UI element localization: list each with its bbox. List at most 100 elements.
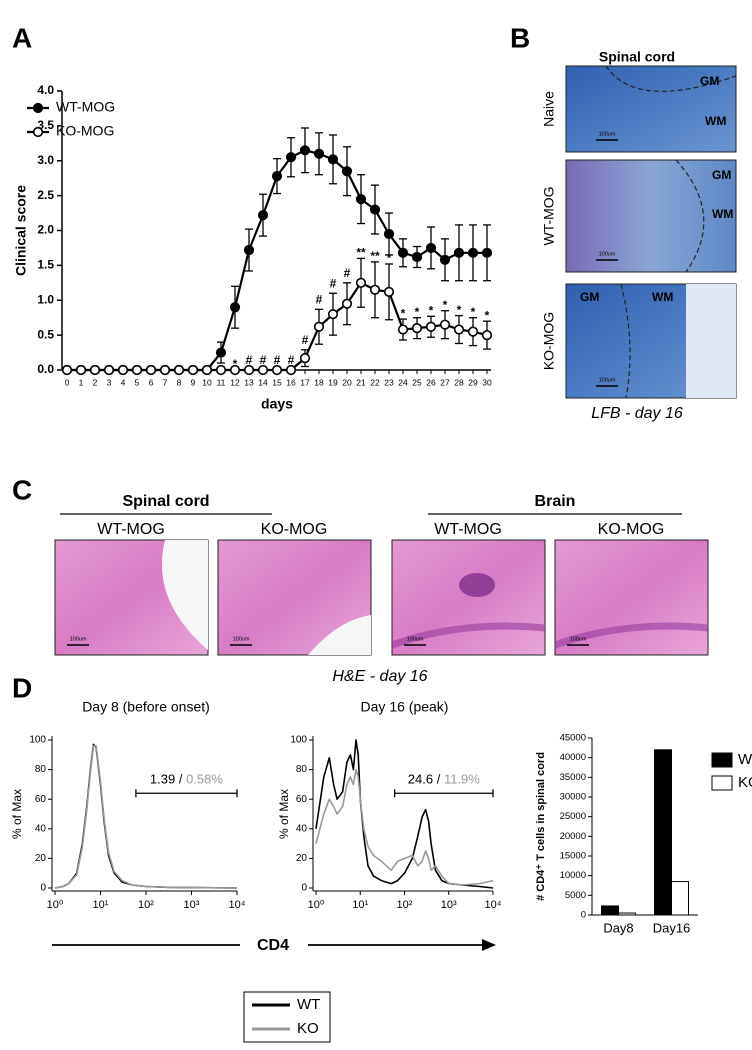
- x-tick-label: 0: [65, 377, 70, 387]
- x-tick-label: 16: [286, 377, 296, 387]
- significance-marker: #: [344, 266, 351, 280]
- significance-marker: #: [330, 276, 337, 290]
- legend-label: WT: [297, 996, 320, 1013]
- legend-label: KO: [738, 774, 752, 791]
- data-point: [341, 298, 353, 309]
- significance-marker: #: [246, 353, 253, 367]
- data-point: [341, 166, 353, 177]
- data-point: [173, 364, 185, 376]
- micrograph: [565, 65, 737, 153]
- histogram-curve: [54, 743, 238, 889]
- caption: H&E - day 16: [332, 668, 427, 685]
- x-tick-label: 29: [468, 377, 478, 387]
- y-tick-label: 0: [581, 910, 586, 921]
- data-point: [229, 302, 241, 313]
- data-point: [369, 204, 381, 215]
- significance-marker: *: [387, 251, 392, 265]
- gate-value: /: [175, 772, 186, 787]
- histogram-curve: [315, 739, 494, 889]
- data-point: [467, 326, 479, 337]
- region-label: WM: [652, 290, 673, 304]
- data-point: [145, 364, 157, 376]
- group-title: Spinal cord: [122, 493, 209, 510]
- x-tick-label: Day16: [653, 920, 691, 935]
- y-tick-label: 20000: [560, 831, 586, 842]
- data-point: [453, 324, 465, 335]
- data-point: [355, 277, 367, 288]
- x-tick-label: 9: [191, 377, 196, 387]
- legend-marker: [32, 126, 44, 138]
- panel-label: B: [510, 22, 530, 53]
- data-point: [271, 364, 283, 376]
- y-axis-title: % of Max: [277, 789, 291, 839]
- x-tick-label: 1: [79, 377, 84, 387]
- tissue-boundary: [675, 159, 705, 273]
- bar: [618, 912, 636, 916]
- x-tick-label: 19: [328, 377, 338, 387]
- x-tick-label: 10⁴: [485, 899, 502, 911]
- image-label: KO-MOG: [261, 521, 328, 538]
- x-tick-label: 8: [177, 377, 182, 387]
- region-label: WM: [705, 114, 726, 128]
- scale-label: 100um: [570, 636, 587, 642]
- y-tick-label: 2.0: [37, 223, 54, 237]
- y-tick-label: 40: [296, 823, 308, 834]
- tissue-edge: [308, 615, 371, 655]
- x-tick-label: 11: [217, 377, 226, 387]
- micrograph: [565, 159, 737, 273]
- y-tick-label: 25000: [560, 811, 586, 822]
- data-point: [355, 194, 367, 205]
- x-tick-label: 10¹: [352, 899, 368, 911]
- x-tick-label: 26: [426, 377, 436, 387]
- panel-label: A: [12, 22, 32, 53]
- gate-value: 11.9%: [444, 772, 480, 787]
- x-tick-label: 12: [230, 377, 240, 387]
- y-tick-label: 10000: [560, 870, 586, 881]
- data-point: [383, 228, 395, 240]
- legend-label: WT-MOG: [56, 99, 115, 115]
- x-tick-label: 10³: [184, 899, 200, 911]
- y-tick-label: 4.0: [37, 83, 54, 97]
- data-point: [313, 321, 325, 332]
- y-tick-label: 40: [35, 823, 47, 834]
- legend-label: KO-MOG: [56, 123, 114, 139]
- data-point: [117, 364, 129, 376]
- significance-marker: #: [288, 353, 295, 367]
- x-tick-label: 10³: [441, 899, 457, 911]
- group-title: Brain: [535, 493, 576, 510]
- x-tick-label: 10⁰: [47, 899, 64, 911]
- x-tick-label: 3: [107, 377, 112, 387]
- significance-marker: #: [302, 333, 309, 347]
- data-point: [61, 364, 73, 376]
- row-label: Naive: [541, 91, 557, 127]
- gate-value: 24.6: [408, 772, 433, 787]
- scale-label: 100um: [407, 636, 424, 642]
- y-tick-label: 30000: [560, 792, 586, 803]
- data-point: [425, 321, 437, 332]
- data-point: [313, 148, 325, 159]
- y-tick-label: 100: [290, 735, 307, 746]
- cd4-arrow: [482, 939, 496, 951]
- panel-title: Spinal cord: [599, 49, 675, 65]
- gate-value: /: [433, 772, 444, 787]
- tissue-edge: [686, 284, 736, 398]
- x-tick-label: 24: [398, 377, 408, 387]
- significance-marker: **: [356, 246, 366, 260]
- significance-marker: #: [316, 292, 323, 306]
- data-point: [243, 364, 255, 376]
- data-point: [453, 247, 465, 258]
- y-tick-label: 80: [296, 764, 308, 775]
- x-tick-label: 10¹: [93, 899, 109, 911]
- gate-label: 1.39 / 0.58%: [150, 772, 223, 787]
- y-tick-label: 0.0: [37, 362, 54, 376]
- data-point: [411, 323, 423, 334]
- row-label: WT-MOG: [541, 186, 557, 245]
- significance-marker: *: [443, 298, 448, 312]
- y-axis-title: Clinical score: [13, 185, 29, 276]
- y-tick-label: 45000: [560, 733, 586, 744]
- y-tick-label: 20: [35, 853, 47, 864]
- data-point: [439, 254, 451, 265]
- data-point: [159, 364, 171, 376]
- cell-layer: [390, 622, 546, 649]
- row-label: KO-MOG: [541, 312, 557, 370]
